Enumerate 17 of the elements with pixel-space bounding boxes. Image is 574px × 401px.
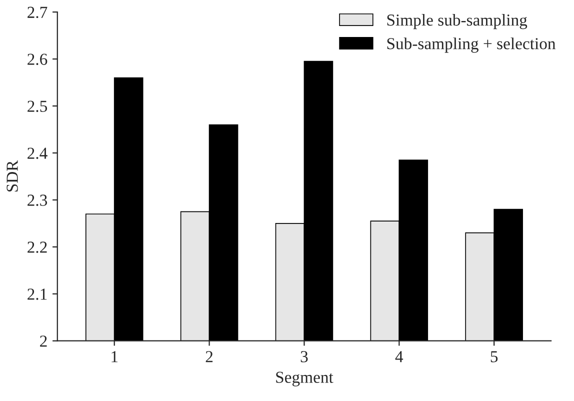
legend-label: Sub-sampling + selection <box>387 38 556 53</box>
x-tick-label: 1 <box>112 351 118 362</box>
y-tick-label: 2.7 <box>28 6 48 18</box>
y-tick-label: 2.3 <box>28 194 48 206</box>
y-tick-label: 2.5 <box>28 100 48 112</box>
x-axis-title: Segment <box>276 372 334 386</box>
x-tick-label: 3 <box>300 351 308 362</box>
y-tick-label: 2 <box>40 336 47 347</box>
legend-label: Simple sub-sampling <box>387 14 528 30</box>
y-tick-label: 2.2 <box>28 242 47 253</box>
y-tick-label: 2.4 <box>28 148 48 159</box>
y-tick-label: 2.1 <box>28 288 47 300</box>
x-tick-label: 4 <box>395 351 404 362</box>
y-tick-label: 2.6 <box>28 54 48 66</box>
y-axis-title: SDR <box>6 160 18 192</box>
x-tick-label: 5 <box>490 351 498 362</box>
x-tick-label: 2 <box>206 351 213 362</box>
